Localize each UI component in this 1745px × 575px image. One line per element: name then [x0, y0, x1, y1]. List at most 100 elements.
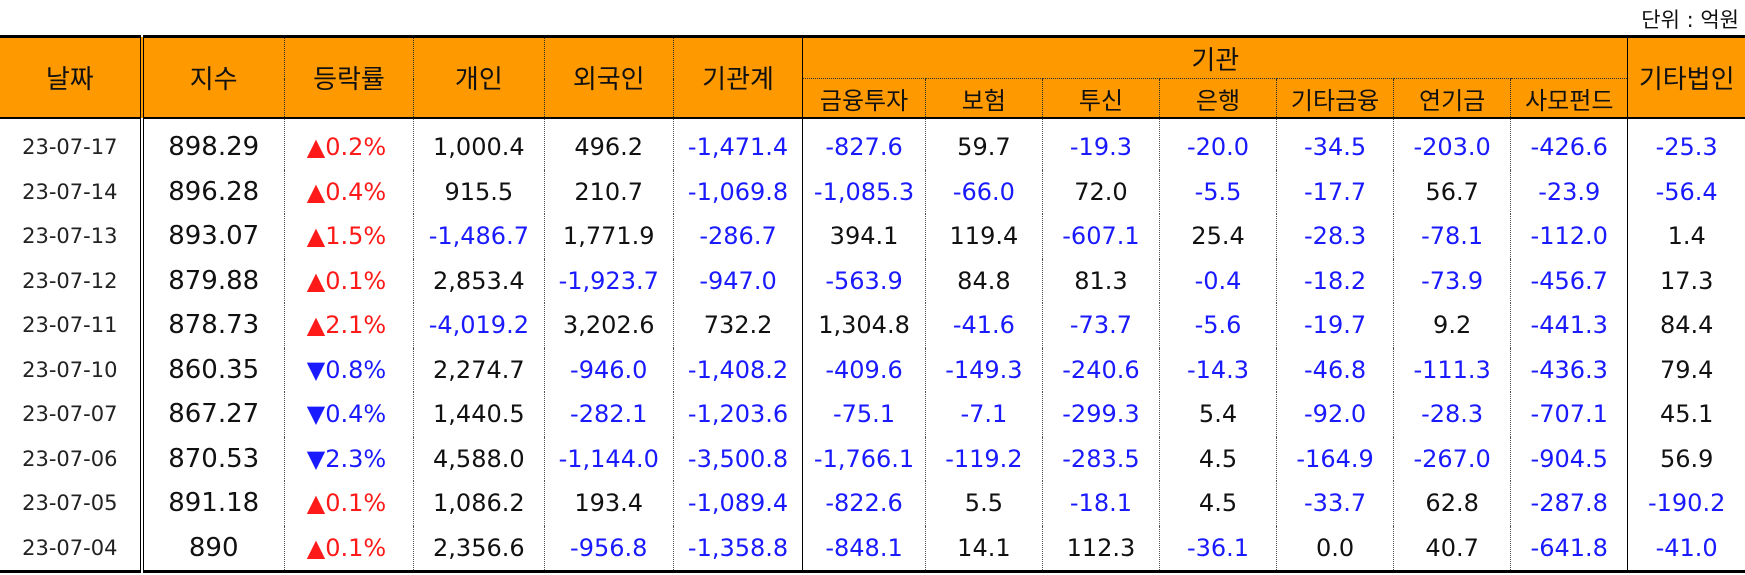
- other-corp-cell: 79.4: [1627, 347, 1745, 392]
- bank-cell: -36.1: [1158, 525, 1277, 572]
- individual-cell: 1,440.5: [413, 392, 545, 437]
- foreign-cell: -946.0: [543, 347, 674, 392]
- date-cell: 23-07-12: [0, 258, 144, 303]
- index-cell: 898.29: [141, 118, 285, 170]
- foreign-cell: 496.2: [543, 118, 674, 170]
- financial-investment-cell: 394.1: [802, 214, 926, 259]
- pension-cell: -73.9: [1393, 258, 1511, 303]
- other-finance-cell: -92.0: [1276, 392, 1394, 437]
- private-fund-cell: -904.5: [1510, 436, 1628, 481]
- insurance-cell: -41.6: [924, 303, 1043, 348]
- other-finance-cell: -19.7: [1276, 303, 1394, 348]
- insurance-cell: 119.4: [924, 214, 1043, 259]
- other-finance-cell: -28.3: [1276, 214, 1394, 259]
- header-individual: 개인: [413, 36, 545, 119]
- private-fund-cell: -456.7: [1510, 258, 1628, 303]
- pension-cell: 9.2: [1393, 303, 1511, 348]
- table-row: 23-07-13 893.07 ▲1.5% -1,486.7 1,771.9 -286.7…: [0, 214, 1745, 259]
- insurance-cell: 5.5: [924, 481, 1043, 526]
- investor-trading-table: 날짜 지수 등락률 개인 외국인 기관계 기관 기타법인 금융투자 보험 투신 …: [0, 35, 1745, 573]
- insurance-cell: -7.1: [924, 392, 1043, 437]
- index-cell: 870.53: [141, 436, 285, 481]
- private-fund-cell: -436.3: [1510, 347, 1628, 392]
- index-cell: 896.28: [141, 169, 285, 214]
- insurance-cell: 84.8: [924, 258, 1043, 303]
- financial-investment-cell: -75.1: [802, 392, 926, 437]
- header-private-fund: 사모펀드: [1510, 78, 1628, 119]
- private-fund-cell: -707.1: [1510, 392, 1628, 437]
- date-cell: 23-07-05: [0, 481, 144, 526]
- individual-cell: 915.5: [413, 169, 545, 214]
- bank-cell: -5.5: [1158, 169, 1277, 214]
- individual-cell: 1,086.2: [413, 481, 545, 526]
- pension-cell: -28.3: [1393, 392, 1511, 437]
- date-cell: 23-07-10: [0, 347, 144, 392]
- investment-trust-cell: 72.0: [1041, 169, 1160, 214]
- table-row: 23-07-04 890 ▲0.1% 2,356.6 -956.8 -1,358.8 -84…: [0, 525, 1745, 572]
- index-cell: 891.18: [141, 481, 285, 526]
- unit-label: 단위 : 억원: [1641, 8, 1739, 32]
- header-change: 등락률: [283, 36, 414, 119]
- table-row: 23-07-10 860.35 ▼0.8% 2,274.7 -946.0 -1,408.2…: [0, 347, 1745, 392]
- individual-cell: -1,486.7: [413, 214, 545, 259]
- index-cell: 879.88: [141, 258, 285, 303]
- institution-total-cell: -1,408.2: [672, 347, 803, 392]
- index-cell: 860.35: [141, 347, 285, 392]
- header-institution-group: 기관: [802, 36, 1628, 79]
- foreign-cell: -956.8: [543, 525, 674, 572]
- individual-cell: 2,274.7: [413, 347, 545, 392]
- institution-total-cell: -286.7: [672, 214, 803, 259]
- header-index: 지수: [141, 36, 285, 119]
- insurance-cell: -149.3: [924, 347, 1043, 392]
- financial-investment-cell: -827.6: [802, 118, 926, 170]
- header-bank: 은행: [1158, 78, 1277, 119]
- table-row: 23-07-14 896.28 ▲0.4% 915.5 210.7 -1,069.8 -1,…: [0, 169, 1745, 214]
- institution-total-cell: -3,500.8: [672, 436, 803, 481]
- bank-cell: -20.0: [1158, 118, 1277, 170]
- individual-cell: 1,000.4: [413, 118, 545, 170]
- insurance-cell: -66.0: [924, 169, 1043, 214]
- date-cell: 23-07-13: [0, 214, 144, 259]
- financial-investment-cell: -848.1: [802, 525, 926, 572]
- foreign-cell: -1,144.0: [543, 436, 674, 481]
- pension-cell: -111.3: [1393, 347, 1511, 392]
- insurance-cell: 14.1: [924, 525, 1043, 572]
- foreign-cell: 210.7: [543, 169, 674, 214]
- financial-investment-cell: 1,304.8: [802, 303, 926, 348]
- index-cell: 890: [141, 525, 285, 572]
- financial-investment-cell: -563.9: [802, 258, 926, 303]
- other-finance-cell: -164.9: [1276, 436, 1394, 481]
- foreign-cell: 1,771.9: [543, 214, 674, 259]
- index-cell: 878.73: [141, 303, 285, 348]
- table-row: 23-07-05 891.18 ▲0.1% 1,086.2 193.4 -1,089.4-…: [0, 481, 1745, 526]
- investment-trust-cell: -18.1: [1041, 481, 1160, 526]
- private-fund-cell: -426.6: [1510, 118, 1628, 170]
- change-cell: ▲0.2%: [283, 118, 414, 170]
- change-cell: ▲1.5%: [283, 214, 414, 259]
- change-cell: ▼0.4%: [283, 392, 414, 437]
- individual-cell: 2,853.4: [413, 258, 545, 303]
- financial-investment-cell: -822.6: [802, 481, 926, 526]
- other-finance-cell: 0.0: [1276, 525, 1394, 572]
- header-investment-trust: 투신: [1041, 78, 1160, 119]
- bank-cell: -14.3: [1158, 347, 1277, 392]
- date-cell: 23-07-14: [0, 169, 144, 214]
- date-cell: 23-07-07: [0, 392, 144, 437]
- institution-total-cell: -1,069.8: [672, 169, 803, 214]
- other-corp-cell: 17.3: [1627, 258, 1745, 303]
- change-cell: ▲0.1%: [283, 481, 414, 526]
- change-cell: ▲0.1%: [283, 258, 414, 303]
- pension-cell: 56.7: [1393, 169, 1511, 214]
- institution-total-cell: 732.2: [672, 303, 803, 348]
- institution-total-cell: -1,471.4: [672, 118, 803, 170]
- private-fund-cell: -23.9: [1510, 169, 1628, 214]
- header-financial-investment: 금융투자: [802, 78, 926, 119]
- other-corp-cell: -25.3: [1627, 118, 1745, 170]
- bank-cell: 4.5: [1158, 481, 1277, 526]
- header-other-corp: 기타법인: [1627, 36, 1745, 119]
- bank-cell: 4.5: [1158, 436, 1277, 481]
- investment-trust-cell: 81.3: [1041, 258, 1160, 303]
- insurance-cell: -119.2: [924, 436, 1043, 481]
- bank-cell: 5.4: [1158, 392, 1277, 437]
- other-finance-cell: -33.7: [1276, 481, 1394, 526]
